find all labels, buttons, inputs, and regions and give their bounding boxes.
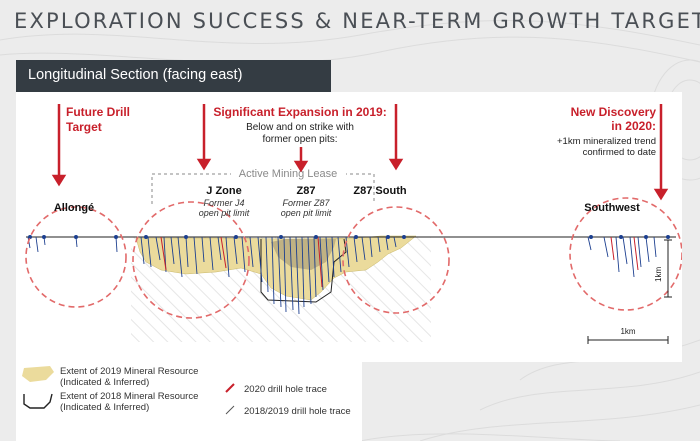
label-allonge: Allongé (54, 202, 94, 214)
expansion-sub-line1: Below and on strike with (246, 122, 354, 133)
diagram-panel: Active Mining Lease Future Drill Target … (16, 92, 683, 362)
label-j4-limit-line1: Former J4 (203, 198, 244, 208)
target-circle-southwest (569, 197, 683, 311)
expansion-sub-line2: former open pits: (262, 134, 337, 145)
legend-resource-2018-line1: Extent of 2018 Mineral Resource (60, 391, 199, 402)
label-j-zone: J Zone (206, 185, 241, 197)
target-circle-j-zone (132, 201, 250, 319)
expansion-heading: Significant Expansion in 2019: (213, 105, 386, 119)
legend-trace-2020-swatch (225, 383, 235, 393)
arrow-southwest-icon (653, 188, 669, 201)
legend-trace-2020: 2020 drill hole trace (244, 384, 327, 395)
legend-resource-2018-swatch (23, 393, 53, 409)
discovery-sub-line2: confirmed to date (583, 147, 656, 158)
scale-bar-horizontal (587, 336, 669, 344)
label-z87-limit-line2: open pit limit (281, 208, 332, 218)
longitudinal-section-diagram: Active Mining Lease Future Drill Target … (25, 104, 683, 344)
discovery-sub-line1: +1km mineralized trend (557, 136, 656, 147)
scale-vertical-label: 1km (654, 267, 663, 282)
scale-horizontal-label: 1km (620, 327, 635, 336)
page-title: EXPLORATION SUCCESS & NEAR-TERM GROWTH T… (14, 9, 700, 33)
legend-trace-2018-swatch (225, 405, 235, 415)
label-z87-south: Z87 South (353, 185, 406, 197)
target-circle-allonge (25, 206, 127, 308)
future-drill-line2: Target (66, 120, 102, 134)
legend-resource-2019-swatch (22, 366, 54, 382)
arrow-j-zone-icon (196, 158, 212, 171)
label-j4-limit-line2: open pit limit (199, 208, 250, 218)
legend-trace-2018-2019: 2018/2019 drill hole trace (244, 406, 351, 417)
mining-lease-label: Active Mining Lease (239, 168, 337, 180)
legend-symbols (22, 366, 235, 415)
arrow-future-icon (51, 174, 67, 187)
future-drill-line1: Future Drill (66, 105, 130, 119)
legend: Extent of 2019 Mineral Resource (Indicat… (16, 362, 362, 441)
section-banner: Longitudinal Section (facing east) (16, 60, 331, 92)
legend-resource-2018-line2: (Indicated & Inferred) (60, 402, 150, 413)
label-southwest: Southwest (584, 202, 640, 214)
drill-traces-2020 (160, 236, 639, 288)
drill-traces-2018-2019 (27, 236, 657, 315)
drill-collars (28, 235, 670, 239)
arrow-z87-south-icon (388, 158, 404, 171)
target-circle-z87-south (342, 206, 450, 314)
label-z87-limit-line1: Former Z87 (282, 198, 330, 208)
legend-resource-2019-line1: Extent of 2019 Mineral Resource (60, 366, 199, 377)
mining-lease-label-bg (231, 166, 346, 180)
discovery-heading-line1: New Discovery (571, 105, 657, 119)
section-label: Longitudinal Section (facing east) (28, 67, 243, 83)
scale-bar-vertical (664, 239, 672, 298)
arrow-z87-icon (293, 160, 309, 173)
discovery-heading-line2: in 2020: (611, 119, 656, 133)
label-z87: Z87 (297, 185, 316, 197)
legend-resource-2019-line2: (Indicated & Inferred) (60, 377, 150, 388)
